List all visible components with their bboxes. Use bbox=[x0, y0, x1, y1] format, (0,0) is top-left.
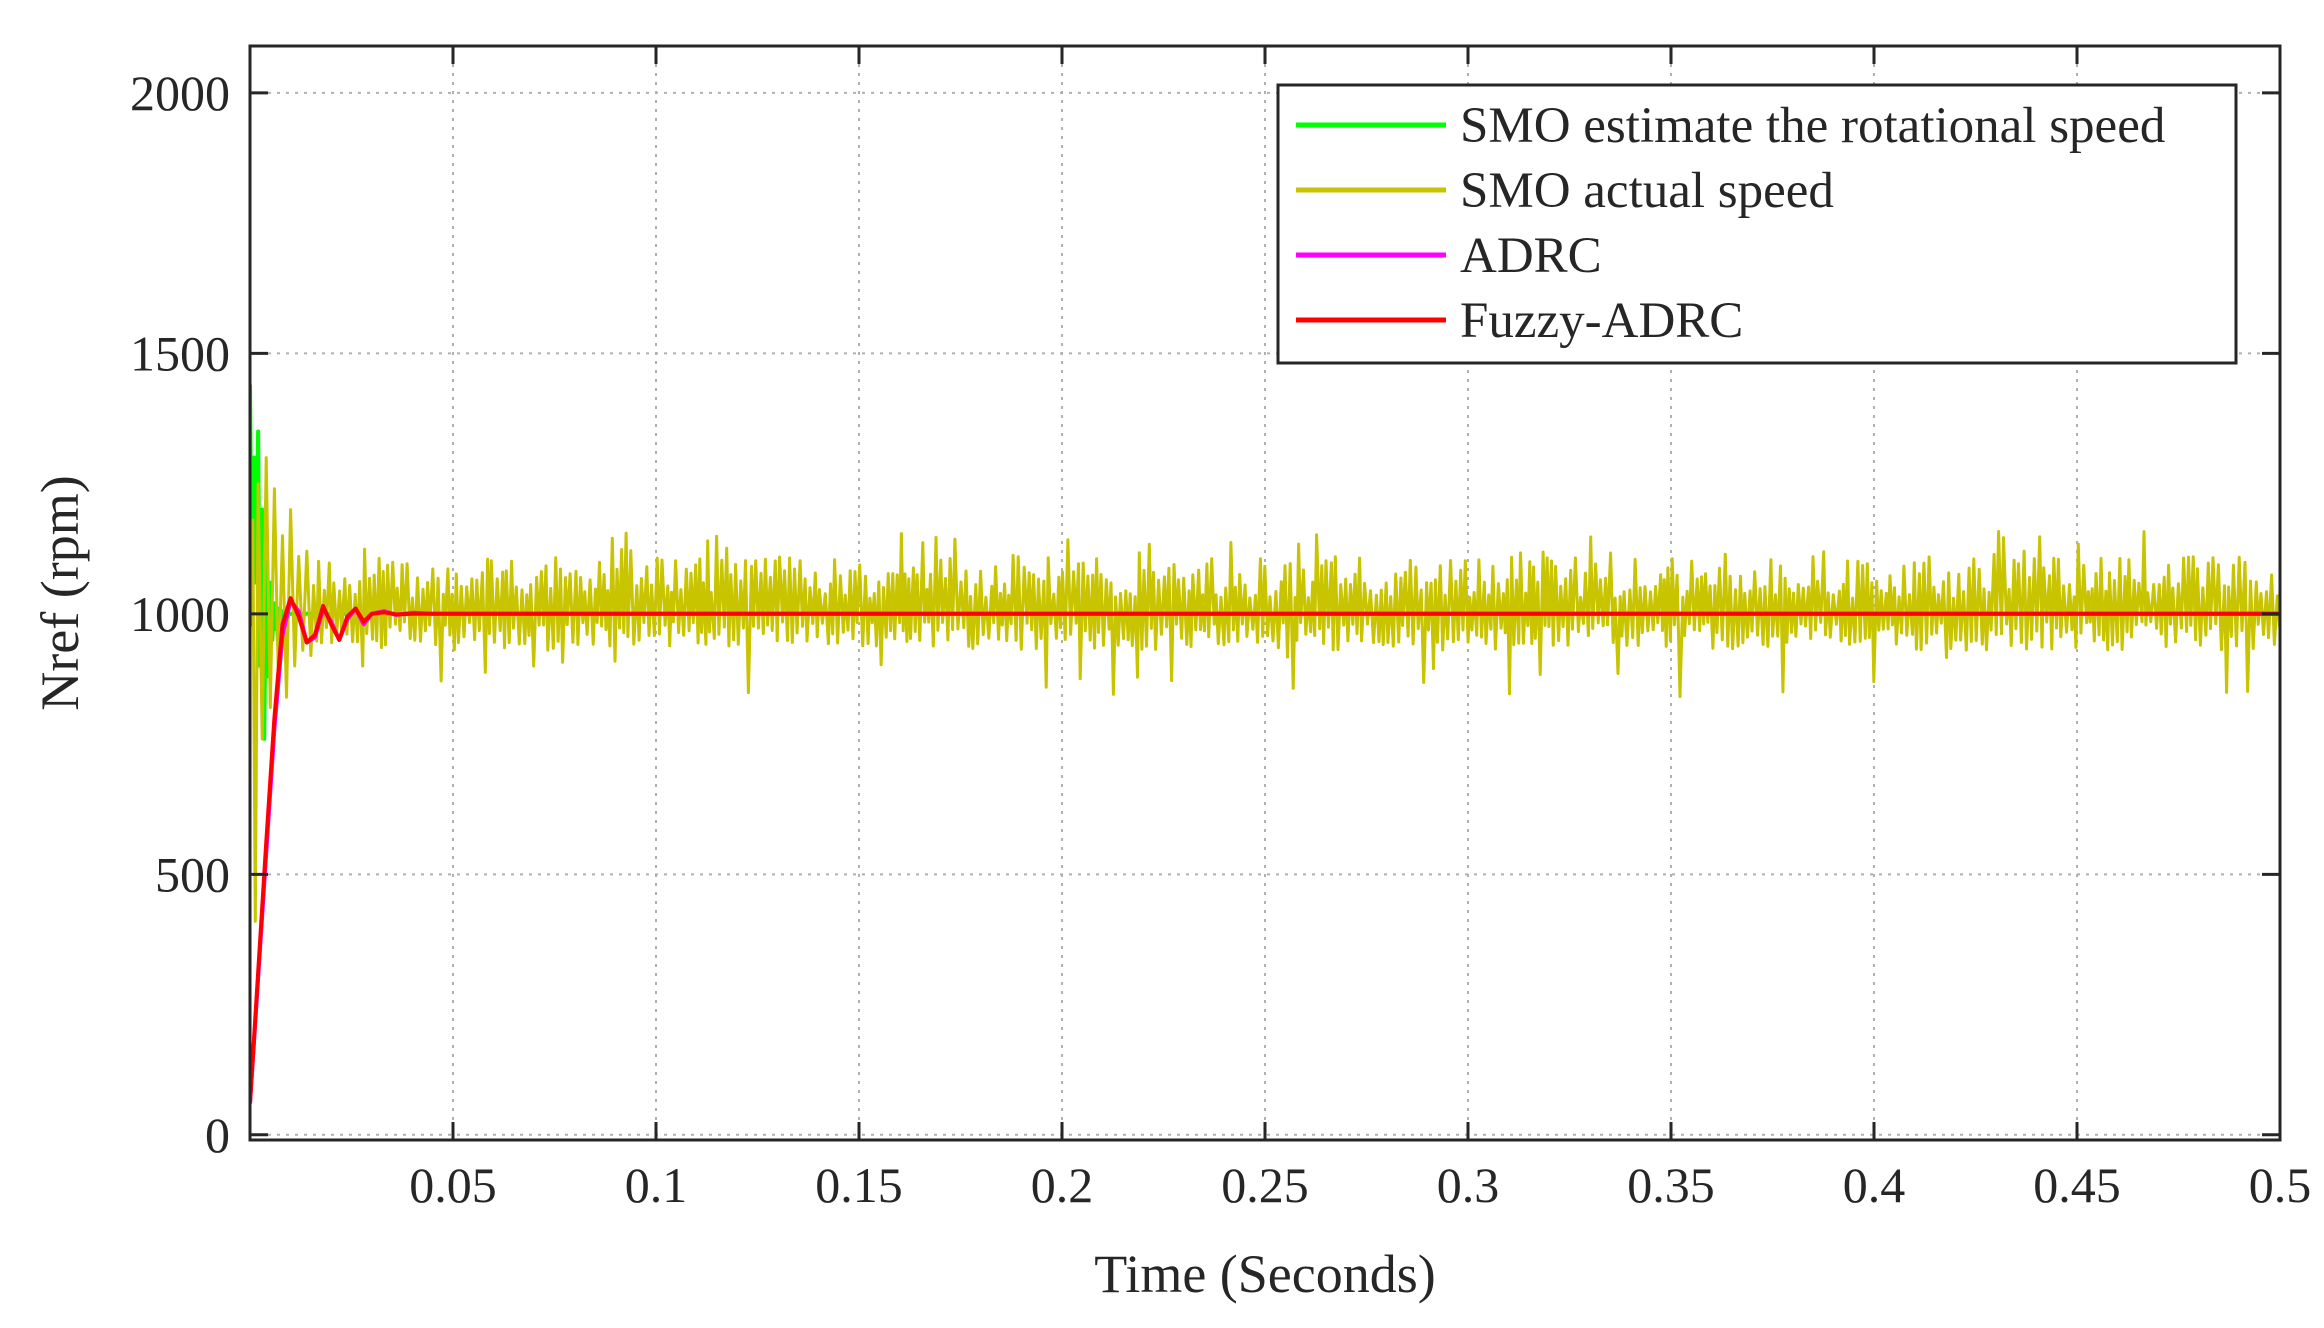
legend-entry-label: ADRC bbox=[1460, 228, 1602, 284]
x-tick-label: 0.35 bbox=[1627, 1157, 1715, 1213]
legend-entry-label: SMO estimate the rotational speed bbox=[1460, 98, 2165, 154]
series-line-smo-actual-speed bbox=[250, 456, 2280, 923]
x-tick-label: 0.4 bbox=[1843, 1157, 1906, 1213]
series-line-fuzzy-adrc bbox=[250, 596, 2280, 1104]
x-tick-label: 0.25 bbox=[1221, 1157, 1309, 1213]
tick-layer: 0.05 0.1 0.15 0.2 0.25 0.3 0.35 0.4 0.45 0.5 0 500 1… bbox=[130, 46, 2311, 1213]
x-axis-label: Time (Seconds) bbox=[1094, 1244, 1436, 1304]
y-tick-label: 500 bbox=[155, 846, 230, 902]
legend-entry-label: SMO actual speed bbox=[1460, 163, 1834, 219]
y-tick-label: 2000 bbox=[130, 65, 230, 121]
series-layer bbox=[250, 384, 2280, 1104]
axis-label-layer: Time (Seconds) Nref (rpm) bbox=[30, 475, 1436, 1304]
x-tick-label: 0.05 bbox=[409, 1157, 497, 1213]
y-tick-label: 1000 bbox=[130, 586, 230, 642]
legend-entry-label: Fuzzy-ADRC bbox=[1460, 293, 1743, 349]
x-tick-label: 0.3 bbox=[1437, 1157, 1500, 1213]
y-tick-label: 1500 bbox=[130, 325, 230, 381]
x-tick-label: 0.45 bbox=[2033, 1157, 2121, 1213]
legend: SMO estimate the rotational speed SMO act… bbox=[1276, 83, 2238, 365]
x-tick-label: 0.15 bbox=[815, 1157, 903, 1213]
y-tick-label: 0 bbox=[205, 1107, 230, 1163]
y-axis-label: Nref (rpm) bbox=[30, 475, 90, 710]
legend-box bbox=[1276, 83, 2238, 365]
x-tick-label: 0.5 bbox=[2249, 1157, 2312, 1213]
x-tick-label: 0.2 bbox=[1031, 1157, 1094, 1213]
x-tick-label: 0.1 bbox=[625, 1157, 688, 1213]
